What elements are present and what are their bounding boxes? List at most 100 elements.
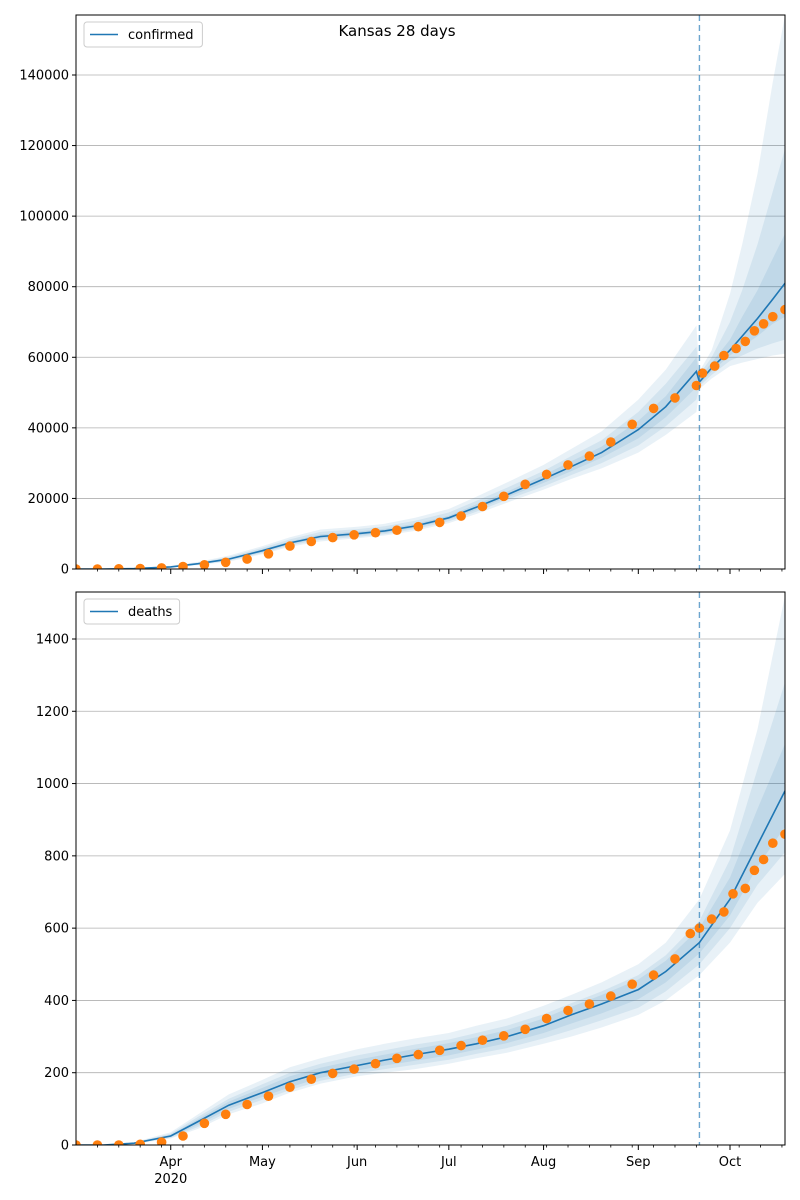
observed-point [584,451,595,461]
x-tick-label: Jun [346,1155,367,1170]
observed-point [349,530,359,540]
observed-point [135,1139,145,1145]
uncertainty-band-1 [76,15,785,569]
observed-point [413,521,424,532]
observed-point [731,343,741,354]
observed-point [758,319,769,329]
legend: confirmed [83,21,203,48]
observed-point [694,923,705,933]
observed-point [749,865,760,876]
y-tick-label: 400 [44,994,69,1009]
observed-point [563,460,573,470]
legend: deaths [83,598,181,625]
observed-point [285,541,295,551]
y-tick-label: 120000 [19,139,69,154]
observed-point [456,1040,466,1051]
observed-point [306,1074,317,1084]
plot-frame [75,14,786,570]
legend-label: deaths [128,605,173,620]
observed-point [520,479,530,490]
y-tick-label: 800 [44,849,69,864]
observed-point [749,326,760,336]
observed-point [156,563,167,569]
deaths-panel: 0 200 400 600 800 1000 1200 1400 Apr 2020 May Jun Ju… [36,591,786,1187]
observed-point [114,564,124,569]
observed-point [719,907,729,917]
uncertainty-band-1 [76,595,785,1145]
observed-point [456,511,466,521]
x-year-label: 2020 [154,1172,187,1187]
observed-point [627,419,637,430]
observed-point [499,491,509,502]
observed-point [627,979,637,989]
uncertainty-band-2 [76,682,785,1145]
y-tick-label: 40000 [28,421,69,436]
y-tick-label: 60000 [28,351,69,366]
observed-point [740,336,751,347]
observed-point [156,1137,167,1145]
observed-point [728,889,738,899]
y-tick-label: 140000 [19,68,69,83]
observed-point [76,1140,81,1145]
observed-point [199,560,210,569]
x-tick-label: Oct [719,1155,741,1170]
observed-point [392,1053,402,1064]
observed-point [740,883,751,894]
observed-point [477,1035,488,1045]
observed-point [413,1049,424,1060]
y-tick-label: 80000 [28,280,69,295]
observed-point [520,1024,530,1035]
observed-point [768,311,778,322]
observed-point [477,501,488,512]
observed-point [709,361,720,371]
x-tick-label: Jul [440,1155,457,1170]
observed-point [563,1005,573,1016]
observed-point [76,564,81,569]
observed-point [306,536,317,547]
plot-frame [75,591,786,1146]
observed-point [780,304,785,315]
confirmed-panel: 0 20000 40000 60000 80000 100000 120000 140000 c… [19,14,786,578]
observed-point [648,970,659,980]
observed-point [719,350,729,361]
observed-point [178,561,188,569]
observed-point [327,1068,338,1079]
observed-point [220,1109,231,1120]
observed-point [434,1045,445,1056]
plot-area [76,595,785,1145]
observed-point [370,527,381,538]
observed-point [499,1031,509,1041]
observed-point [758,854,769,865]
observed-point [178,1131,188,1141]
observed-point [349,1064,359,1074]
observed-point [92,564,103,569]
y-tick-label: 20000 [28,492,69,507]
plot-area [76,15,785,569]
y-tick-label: 0 [61,1139,69,1154]
figure-title: Kansas 28 days [338,22,455,40]
legend-box [83,598,181,625]
y-tick-label: 1400 [36,632,69,647]
y-tick-label: 1200 [36,705,69,720]
observed-point [768,838,778,848]
observed-point [242,1099,252,1110]
y-tick-label: 100000 [19,210,69,225]
observed-point [606,437,616,447]
legend-label: confirmed [128,28,194,43]
observed-point [392,525,402,535]
y-tick-label: 600 [44,922,69,937]
observed-point [584,999,595,1009]
observed-point [242,554,252,564]
observed-point [370,1058,381,1069]
model-line [76,790,785,1145]
observed-point [670,393,680,403]
observed-point [263,549,274,559]
observed-point [434,517,445,528]
observed-point [114,1140,124,1145]
observed-point [285,1082,295,1092]
observed-point [780,829,785,839]
x-tick-label: Apr [159,1155,182,1170]
observed-point [135,563,145,569]
observed-point [706,914,717,924]
